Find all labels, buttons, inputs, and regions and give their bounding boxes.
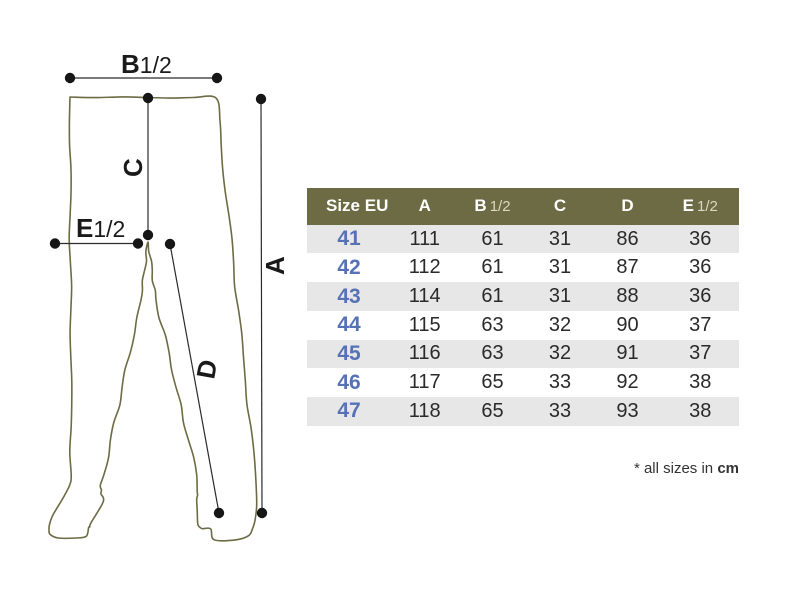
- svg-text:D: D: [190, 357, 223, 381]
- svg-text:A: A: [260, 256, 290, 275]
- svg-text:C: C: [118, 158, 148, 177]
- svg-text:E1/2: E1/2: [76, 213, 125, 243]
- svg-text:B1/2: B1/2: [121, 49, 172, 79]
